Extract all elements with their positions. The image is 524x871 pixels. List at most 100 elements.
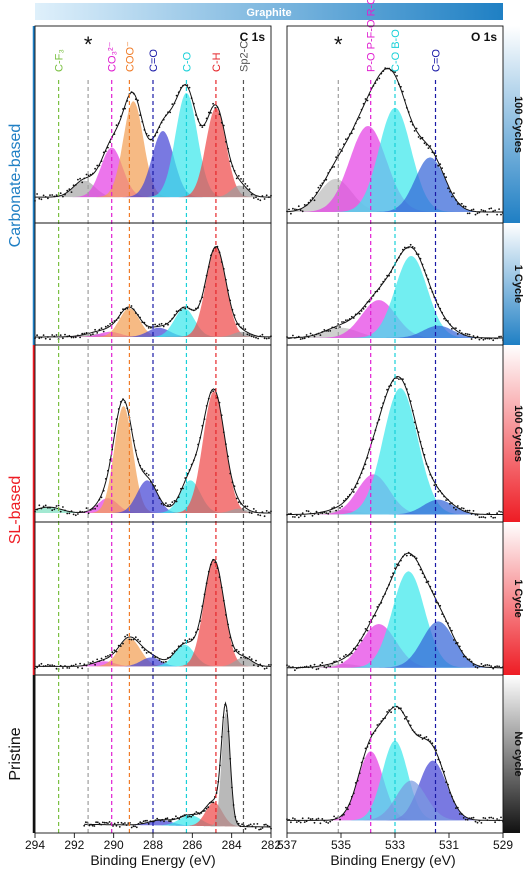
- data-point: [458, 203, 461, 206]
- data-point: [268, 511, 270, 514]
- data-point: [53, 508, 56, 511]
- data-point: [210, 391, 212, 394]
- data-point: [392, 266, 394, 269]
- data-point: [378, 77, 381, 80]
- data-point: [317, 332, 320, 335]
- data-point: [231, 165, 234, 168]
- data-point: [47, 506, 49, 509]
- data-point: [143, 470, 146, 472]
- data-point: [66, 667, 69, 669]
- data-point: [321, 661, 324, 664]
- data-point: [313, 663, 316, 666]
- data-point: [423, 269, 426, 272]
- data-point: [113, 133, 116, 136]
- data-point: [456, 642, 459, 644]
- data-point: [400, 378, 402, 380]
- data-point: [500, 816, 502, 819]
- data-point: [40, 507, 43, 510]
- data-point: [476, 514, 479, 516]
- data-point: [265, 194, 268, 197]
- data-points-o1s-3: [286, 551, 504, 672]
- data-point: [292, 516, 294, 518]
- data-point: [398, 564, 400, 567]
- data-point: [81, 181, 84, 184]
- data-point: [290, 666, 292, 669]
- x-tick-label-c1s-5: 284: [222, 838, 242, 852]
- data-point: [482, 817, 485, 819]
- data-point: [458, 645, 461, 648]
- data-point: [220, 261, 223, 263]
- data-point: [356, 482, 359, 485]
- data-point: [498, 819, 500, 822]
- data-point: [309, 512, 312, 515]
- data-point: [55, 334, 58, 336]
- data-point: [352, 647, 355, 650]
- data-point: [98, 164, 101, 167]
- data-point: [44, 337, 47, 340]
- data-point: [294, 669, 296, 672]
- data-point: [62, 195, 64, 198]
- data-point: [227, 455, 230, 458]
- peak-o1s-0-3: [287, 157, 503, 212]
- data-point: [192, 636, 195, 639]
- data-point: [356, 644, 359, 647]
- panel-o1s-sl1: [286, 551, 504, 672]
- data-point: [119, 401, 122, 403]
- data-point: [232, 804, 235, 806]
- data-point: [360, 472, 363, 474]
- data-point: [53, 665, 56, 667]
- data-point: [292, 666, 294, 668]
- data-point: [160, 661, 163, 663]
- data-point: [134, 312, 137, 314]
- data-point: [339, 148, 341, 151]
- data-point: [482, 209, 485, 212]
- data-point: [490, 337, 493, 340]
- data-point: [216, 567, 219, 569]
- data-point: [439, 307, 442, 310]
- data-point: [227, 623, 230, 626]
- data-point: [93, 825, 96, 827]
- data-point: [496, 213, 498, 216]
- data-point: [111, 651, 114, 654]
- data-point: [360, 108, 363, 111]
- data-point: [98, 498, 101, 501]
- data-point: [159, 819, 162, 822]
- data-point: [190, 638, 193, 641]
- data-point: [120, 821, 123, 824]
- data-point: [113, 822, 116, 825]
- data-point: [74, 184, 77, 186]
- data-point: [435, 484, 438, 486]
- data-point: [261, 333, 264, 336]
- data-point: [364, 747, 367, 750]
- data-point: [295, 336, 298, 339]
- data-point: [382, 595, 385, 598]
- data-point: [423, 736, 426, 739]
- data-point: [429, 473, 432, 476]
- data-point: [268, 196, 270, 199]
- data-point: [348, 318, 351, 320]
- data-point: [309, 199, 312, 202]
- ref-label-o1s-3: C=O: [431, 49, 443, 72]
- data-point: [335, 327, 337, 329]
- data-point: [366, 629, 369, 632]
- data-point: [130, 826, 133, 829]
- data-point: [423, 142, 426, 145]
- data-point: [261, 827, 264, 829]
- data-point: [419, 568, 422, 571]
- data-point: [468, 333, 471, 336]
- data-point: [240, 502, 242, 505]
- data-point: [319, 184, 322, 187]
- data-point: [484, 210, 487, 212]
- data-point: [188, 815, 191, 818]
- data-point: [388, 385, 390, 388]
- data-point: [372, 615, 375, 618]
- data-point: [445, 620, 447, 623]
- data-point: [413, 130, 416, 132]
- data-point: [107, 146, 109, 149]
- data-point: [441, 311, 443, 314]
- data-point: [376, 422, 379, 424]
- data-point: [222, 124, 225, 127]
- data-point: [405, 247, 408, 249]
- data-point: [192, 459, 195, 462]
- data-point: [203, 593, 206, 596]
